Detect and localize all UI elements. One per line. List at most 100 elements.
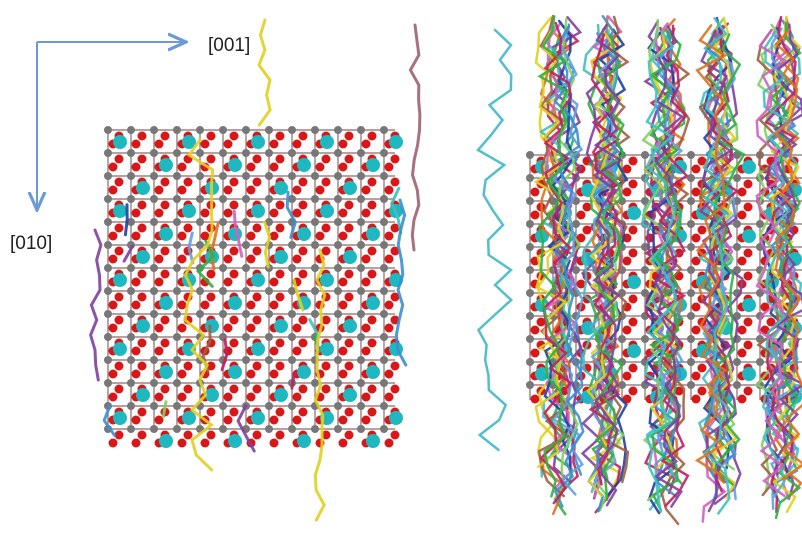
atom-gray <box>173 126 181 134</box>
atom-red <box>154 392 164 402</box>
atom-cyan <box>366 434 380 448</box>
atom-red <box>298 315 308 325</box>
trajectory <box>232 209 244 258</box>
atom-red <box>361 254 371 264</box>
atom-gray <box>641 151 649 159</box>
atom-red <box>154 323 164 333</box>
atom-gray <box>173 149 181 157</box>
atom-red <box>223 185 233 195</box>
atom-red <box>530 394 540 404</box>
trajectory <box>702 17 731 515</box>
atom-red <box>275 131 285 141</box>
atom-gray <box>526 335 534 343</box>
atom-gray <box>380 379 388 387</box>
atom-red <box>691 394 701 404</box>
atom-gray <box>173 425 181 433</box>
atom-red <box>292 208 302 218</box>
atom-gray <box>104 172 112 180</box>
atom-gray <box>150 172 158 180</box>
atom-red <box>697 225 707 235</box>
trajectory <box>390 186 403 235</box>
atom-red <box>160 200 170 210</box>
atom-red <box>200 438 210 448</box>
atom-gray <box>334 126 342 134</box>
atom-gray <box>265 287 273 295</box>
atom-red <box>137 361 147 371</box>
atom-gray <box>334 287 342 295</box>
atom-gray <box>334 149 342 157</box>
lattice-layer <box>89 14 802 526</box>
atom-red <box>384 323 394 333</box>
trajectory <box>764 15 797 514</box>
trajectory <box>641 18 674 502</box>
atom-red <box>344 292 354 302</box>
atom-red <box>131 208 141 218</box>
atom-cyan <box>742 160 756 174</box>
atom-gray <box>265 310 273 318</box>
atom-red <box>292 139 302 149</box>
atom-gray <box>288 241 296 249</box>
atom-gray <box>687 151 695 159</box>
atom-red <box>582 202 592 212</box>
trajectory <box>220 338 229 372</box>
atom-red <box>177 323 187 333</box>
atom-gray <box>357 195 365 203</box>
atom-red <box>160 384 170 394</box>
atom-gray <box>311 149 319 157</box>
atom-cyan <box>182 135 196 149</box>
atom-gray <box>219 264 227 272</box>
atom-red <box>246 300 256 310</box>
atom-red <box>252 384 262 394</box>
atom-gray <box>380 356 388 364</box>
atom-red <box>269 139 279 149</box>
atom-red <box>200 300 210 310</box>
atom-gray <box>572 266 580 274</box>
atom-gray <box>357 126 365 134</box>
atom-red <box>252 292 262 302</box>
atom-cyan <box>251 135 265 149</box>
atom-gray <box>618 335 626 343</box>
atom-red <box>292 415 302 425</box>
atom-red <box>315 185 325 195</box>
atom-gray <box>242 149 250 157</box>
atom-cyan <box>297 158 311 172</box>
atom-gray <box>219 402 227 410</box>
atom-cyan <box>389 135 403 149</box>
atom-gray <box>288 126 296 134</box>
atom-gray <box>357 356 365 364</box>
atom-red <box>131 277 141 287</box>
atom-cyan <box>320 273 334 287</box>
atom-gray <box>380 264 388 272</box>
atom-red <box>137 223 147 233</box>
atom-red <box>691 164 701 174</box>
atom-gray <box>196 310 204 318</box>
atom-red <box>108 438 118 448</box>
atom-gray <box>196 149 204 157</box>
atom-red <box>131 139 141 149</box>
atom-red <box>177 231 187 241</box>
atom-gray <box>641 243 649 251</box>
atom-red <box>223 208 233 218</box>
atom-red <box>114 223 124 233</box>
atom-gray <box>127 172 135 180</box>
atom-gray <box>219 425 227 433</box>
atom-gray <box>380 149 388 157</box>
atom-red <box>367 177 377 187</box>
atom-red <box>177 254 187 264</box>
atom-red <box>269 415 279 425</box>
atom-gray <box>311 425 319 433</box>
atom-gray <box>127 287 135 295</box>
atom-red <box>338 346 348 356</box>
atom-gray <box>173 333 181 341</box>
atom-gray <box>242 172 250 180</box>
atom-gray <box>265 218 273 226</box>
atom-red <box>108 392 118 402</box>
atom-red <box>177 185 187 195</box>
atom-gray <box>127 379 135 387</box>
atom-red <box>691 233 701 243</box>
atom-red <box>275 430 285 440</box>
atom-red <box>390 223 400 233</box>
atom-red <box>223 277 233 287</box>
trajectory <box>773 27 802 481</box>
atom-gray <box>196 241 204 249</box>
